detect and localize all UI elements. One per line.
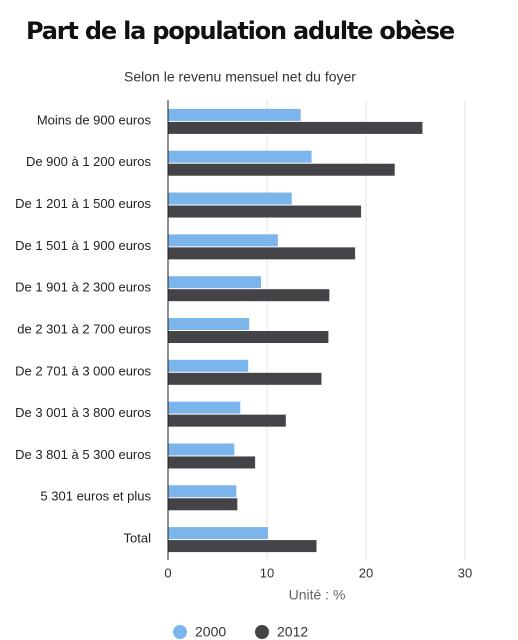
bar xyxy=(168,276,262,289)
bar xyxy=(168,540,317,553)
bar xyxy=(168,234,278,247)
x-tick-label: 0 xyxy=(164,565,171,580)
x-axis-title: Unité : % xyxy=(289,587,346,603)
bar xyxy=(168,318,250,330)
bar xyxy=(168,205,362,218)
bar xyxy=(168,485,237,498)
x-tick-label: 20 xyxy=(359,565,373,580)
bar xyxy=(168,401,241,414)
y-tick-label: 5 301 euros et plus xyxy=(40,489,151,504)
chart-title: Part de la population adulte obèse xyxy=(26,17,455,45)
bar xyxy=(168,414,286,427)
legend-label: 2000 xyxy=(195,624,226,640)
x-tick-label: 30 xyxy=(458,565,472,580)
bar xyxy=(168,108,301,121)
y-tick-label: De 1 901 à 2 300 euros xyxy=(15,280,151,295)
bar xyxy=(168,247,356,260)
y-tick-label: De 1 201 à 1 500 euros xyxy=(15,196,151,211)
legend-marker xyxy=(173,625,187,639)
y-tick-label: de 2 301 à 2 700 euros xyxy=(17,321,151,336)
bar xyxy=(168,359,249,372)
x-tick-label: 10 xyxy=(260,565,274,580)
bar xyxy=(168,121,423,134)
y-tick-label: Moins de 900 euros xyxy=(37,112,152,127)
legend-label: 2012 xyxy=(277,624,308,640)
bar xyxy=(168,331,329,343)
y-tick-label: De 3 001 à 3 800 euros xyxy=(15,405,151,420)
bar xyxy=(168,456,256,469)
y-tick-label: De 2 701 à 3 000 euros xyxy=(15,363,151,378)
bar xyxy=(168,192,292,205)
bar xyxy=(168,150,312,163)
bar xyxy=(168,372,322,385)
y-tick-label: Total xyxy=(124,531,152,546)
y-tick-label: De 900 à 1 200 euros xyxy=(26,154,152,169)
y-tick-label: De 3 801 à 5 300 euros xyxy=(15,447,151,462)
bar xyxy=(168,289,330,302)
bar xyxy=(168,163,395,176)
y-tick-label: De 1 501 à 1 900 euros xyxy=(15,238,151,253)
chart-subtitle: Selon le revenu mensuel net du foyer xyxy=(124,69,356,85)
bar xyxy=(168,443,235,456)
legend-marker xyxy=(255,625,269,639)
bar xyxy=(168,527,268,540)
bar xyxy=(168,498,238,511)
